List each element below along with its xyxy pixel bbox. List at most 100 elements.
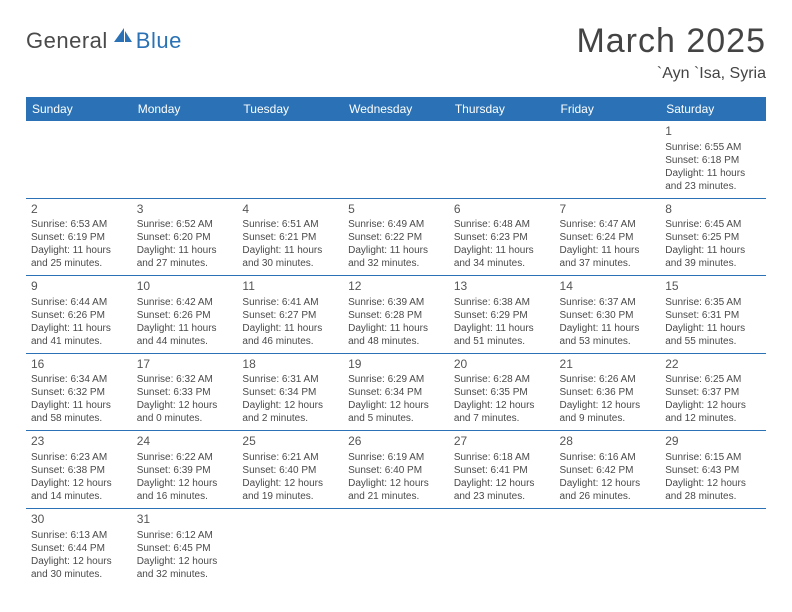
daylight-label: Daylight: 12 hours and 21 minutes.	[348, 477, 444, 503]
daylight-label: Daylight: 11 hours and 39 minutes.	[665, 244, 761, 270]
day-number: 19	[348, 357, 444, 373]
sunset-label: Sunset: 6:39 PM	[137, 464, 233, 477]
calendar-week-row: 9Sunrise: 6:44 AMSunset: 6:26 PMDaylight…	[26, 276, 766, 354]
sunset-label: Sunset: 6:28 PM	[348, 309, 444, 322]
sunrise-label: Sunrise: 6:28 AM	[454, 373, 550, 386]
day-number: 15	[665, 279, 761, 295]
calendar-week-row: 30Sunrise: 6:13 AMSunset: 6:44 PMDayligh…	[26, 508, 766, 585]
daylight-label: Daylight: 11 hours and 48 minutes.	[348, 322, 444, 348]
calendar-day-cell	[555, 121, 661, 198]
sunset-label: Sunset: 6:34 PM	[242, 386, 338, 399]
day-header: Monday	[132, 97, 238, 121]
day-header: Friday	[555, 97, 661, 121]
calendar-day-cell	[449, 508, 555, 585]
sunset-label: Sunset: 6:26 PM	[137, 309, 233, 322]
sunrise-label: Sunrise: 6:23 AM	[31, 451, 127, 464]
sunrise-label: Sunrise: 6:15 AM	[665, 451, 761, 464]
calendar-day-cell	[237, 508, 343, 585]
sunrise-label: Sunrise: 6:12 AM	[137, 529, 233, 542]
calendar-day-cell: 14Sunrise: 6:37 AMSunset: 6:30 PMDayligh…	[555, 276, 661, 354]
logo: General Blue	[26, 26, 182, 55]
sunrise-label: Sunrise: 6:39 AM	[348, 296, 444, 309]
day-number: 20	[454, 357, 550, 373]
daylight-label: Daylight: 12 hours and 16 minutes.	[137, 477, 233, 503]
day-header: Sunday	[26, 97, 132, 121]
sunrise-label: Sunrise: 6:55 AM	[665, 141, 761, 154]
calendar-day-cell	[343, 121, 449, 198]
calendar-page: General Blue March 2025 `Ayn `Isa, Syria…	[0, 0, 792, 612]
sunset-label: Sunset: 6:40 PM	[348, 464, 444, 477]
calendar-day-cell: 20Sunrise: 6:28 AMSunset: 6:35 PMDayligh…	[449, 353, 555, 431]
calendar-day-cell: 12Sunrise: 6:39 AMSunset: 6:28 PMDayligh…	[343, 276, 449, 354]
sunrise-label: Sunrise: 6:31 AM	[242, 373, 338, 386]
daylight-label: Daylight: 11 hours and 30 minutes.	[242, 244, 338, 270]
calendar-day-cell: 25Sunrise: 6:21 AMSunset: 6:40 PMDayligh…	[237, 431, 343, 509]
day-number: 9	[31, 279, 127, 295]
day-header: Wednesday	[343, 97, 449, 121]
calendar-day-cell: 27Sunrise: 6:18 AMSunset: 6:41 PMDayligh…	[449, 431, 555, 509]
sunrise-label: Sunrise: 6:26 AM	[560, 373, 656, 386]
sunset-label: Sunset: 6:24 PM	[560, 231, 656, 244]
daylight-label: Daylight: 12 hours and 0 minutes.	[137, 399, 233, 425]
day-number: 7	[560, 202, 656, 218]
daylight-label: Daylight: 12 hours and 7 minutes.	[454, 399, 550, 425]
daylight-label: Daylight: 11 hours and 32 minutes.	[348, 244, 444, 270]
daylight-label: Daylight: 11 hours and 58 minutes.	[31, 399, 127, 425]
calendar-day-cell: 10Sunrise: 6:42 AMSunset: 6:26 PMDayligh…	[132, 276, 238, 354]
sunset-label: Sunset: 6:42 PM	[560, 464, 656, 477]
day-number: 18	[242, 357, 338, 373]
sunrise-label: Sunrise: 6:35 AM	[665, 296, 761, 309]
daylight-label: Daylight: 11 hours and 25 minutes.	[31, 244, 127, 270]
sunset-label: Sunset: 6:31 PM	[665, 309, 761, 322]
day-number: 17	[137, 357, 233, 373]
sunset-label: Sunset: 6:27 PM	[242, 309, 338, 322]
day-number: 1	[665, 124, 761, 140]
day-number: 16	[31, 357, 127, 373]
calendar-day-cell: 30Sunrise: 6:13 AMSunset: 6:44 PMDayligh…	[26, 508, 132, 585]
calendar-day-cell: 24Sunrise: 6:22 AMSunset: 6:39 PMDayligh…	[132, 431, 238, 509]
day-header: Tuesday	[237, 97, 343, 121]
day-number: 25	[242, 434, 338, 450]
calendar-day-cell: 23Sunrise: 6:23 AMSunset: 6:38 PMDayligh…	[26, 431, 132, 509]
daylight-label: Daylight: 11 hours and 55 minutes.	[665, 322, 761, 348]
day-number: 26	[348, 434, 444, 450]
calendar-day-cell: 4Sunrise: 6:51 AMSunset: 6:21 PMDaylight…	[237, 198, 343, 276]
daylight-label: Daylight: 11 hours and 27 minutes.	[137, 244, 233, 270]
calendar-day-cell: 28Sunrise: 6:16 AMSunset: 6:42 PMDayligh…	[555, 431, 661, 509]
calendar-day-cell	[660, 508, 766, 585]
sunset-label: Sunset: 6:22 PM	[348, 231, 444, 244]
day-number: 2	[31, 202, 127, 218]
sunset-label: Sunset: 6:21 PM	[242, 231, 338, 244]
daylight-label: Daylight: 12 hours and 19 minutes.	[242, 477, 338, 503]
day-number: 8	[665, 202, 761, 218]
sunset-label: Sunset: 6:33 PM	[137, 386, 233, 399]
calendar-week-row: 1Sunrise: 6:55 AMSunset: 6:18 PMDaylight…	[26, 121, 766, 198]
calendar-day-cell: 17Sunrise: 6:32 AMSunset: 6:33 PMDayligh…	[132, 353, 238, 431]
day-number: 30	[31, 512, 127, 528]
day-number: 28	[560, 434, 656, 450]
calendar-day-cell: 1Sunrise: 6:55 AMSunset: 6:18 PMDaylight…	[660, 121, 766, 198]
calendar-week-row: 2Sunrise: 6:53 AMSunset: 6:19 PMDaylight…	[26, 198, 766, 276]
sunrise-label: Sunrise: 6:44 AM	[31, 296, 127, 309]
sunrise-label: Sunrise: 6:16 AM	[560, 451, 656, 464]
calendar-day-cell	[132, 121, 238, 198]
sunset-label: Sunset: 6:37 PM	[665, 386, 761, 399]
sunrise-label: Sunrise: 6:51 AM	[242, 218, 338, 231]
sunset-label: Sunset: 6:26 PM	[31, 309, 127, 322]
sunset-label: Sunset: 6:20 PM	[137, 231, 233, 244]
sunset-label: Sunset: 6:41 PM	[454, 464, 550, 477]
calendar-day-cell: 5Sunrise: 6:49 AMSunset: 6:22 PMDaylight…	[343, 198, 449, 276]
calendar-week-row: 23Sunrise: 6:23 AMSunset: 6:38 PMDayligh…	[26, 431, 766, 509]
day-header: Saturday	[660, 97, 766, 121]
calendar-day-cell: 2Sunrise: 6:53 AMSunset: 6:19 PMDaylight…	[26, 198, 132, 276]
sunrise-label: Sunrise: 6:42 AM	[137, 296, 233, 309]
sunset-label: Sunset: 6:30 PM	[560, 309, 656, 322]
sunrise-label: Sunrise: 6:34 AM	[31, 373, 127, 386]
calendar-day-cell: 6Sunrise: 6:48 AMSunset: 6:23 PMDaylight…	[449, 198, 555, 276]
sunrise-label: Sunrise: 6:37 AM	[560, 296, 656, 309]
calendar-body: 1Sunrise: 6:55 AMSunset: 6:18 PMDaylight…	[26, 121, 766, 586]
calendar-day-cell: 19Sunrise: 6:29 AMSunset: 6:34 PMDayligh…	[343, 353, 449, 431]
day-number: 13	[454, 279, 550, 295]
sunrise-label: Sunrise: 6:45 AM	[665, 218, 761, 231]
day-number: 27	[454, 434, 550, 450]
